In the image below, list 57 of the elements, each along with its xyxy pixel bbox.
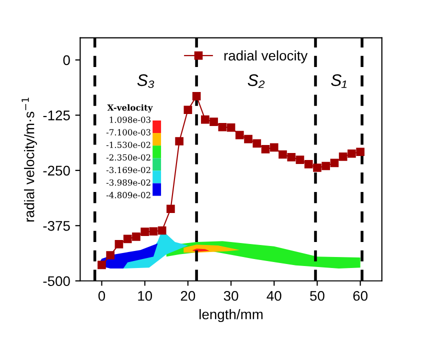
annotation: 1.098e-03 xyxy=(110,116,150,123)
annotation: -4.809e-02 xyxy=(106,192,150,198)
y-tick-label: -125 xyxy=(43,110,70,120)
point xyxy=(210,118,218,126)
point xyxy=(313,164,322,172)
point xyxy=(235,130,244,140)
point xyxy=(322,162,330,170)
point xyxy=(296,156,304,164)
annotation: S₁ xyxy=(331,74,347,88)
point xyxy=(106,251,115,260)
point xyxy=(132,232,140,241)
point xyxy=(123,234,132,244)
point xyxy=(192,92,201,100)
point xyxy=(218,122,227,132)
point xyxy=(356,148,364,156)
annotation: -2.350e-02 xyxy=(106,154,150,161)
annotation: -1.530e-02 xyxy=(106,142,150,148)
point xyxy=(330,158,339,168)
legend-label: radial velocity xyxy=(224,50,308,64)
annotation: X-velocity xyxy=(107,104,153,112)
annotation: S₂ xyxy=(248,74,265,88)
y-axis-title: radial velocity/m·s$^{−1}$ xyxy=(22,98,37,222)
x-tick-label: 30 xyxy=(224,290,238,301)
point xyxy=(270,143,278,152)
y-tick-label: 0 xyxy=(63,55,70,66)
point xyxy=(114,240,124,248)
point xyxy=(338,152,348,161)
point xyxy=(278,150,287,159)
point xyxy=(175,137,184,146)
point xyxy=(252,139,262,148)
point xyxy=(287,152,296,162)
y-tick-label: -250 xyxy=(43,166,70,176)
x-tick-label: 10 xyxy=(138,290,152,301)
point xyxy=(201,115,210,124)
annotation: S₃ xyxy=(137,74,154,88)
point xyxy=(261,145,270,154)
x-tick-label: 50 xyxy=(310,290,324,301)
point xyxy=(149,227,158,236)
annotation: -7.100e-03 xyxy=(106,129,150,136)
point xyxy=(226,123,236,132)
x-tick-label: 60 xyxy=(353,290,368,301)
y-tick-label: -375 xyxy=(43,220,70,231)
point xyxy=(140,228,149,236)
x-axis-title: length/mm xyxy=(200,309,263,322)
point xyxy=(184,106,192,114)
point xyxy=(304,160,313,168)
point xyxy=(166,204,175,214)
point xyxy=(98,260,106,270)
point xyxy=(244,134,252,144)
point xyxy=(158,226,166,235)
x-tick-label: 0 xyxy=(98,290,106,301)
y-tick-label: -500 xyxy=(43,276,70,286)
annotation: -3.989e-02 xyxy=(106,179,150,186)
x-tick-label: 40 xyxy=(266,290,282,301)
point xyxy=(348,149,356,158)
annotation: -3.169e-02 xyxy=(106,166,150,174)
x-tick-label: 20 xyxy=(180,290,196,301)
